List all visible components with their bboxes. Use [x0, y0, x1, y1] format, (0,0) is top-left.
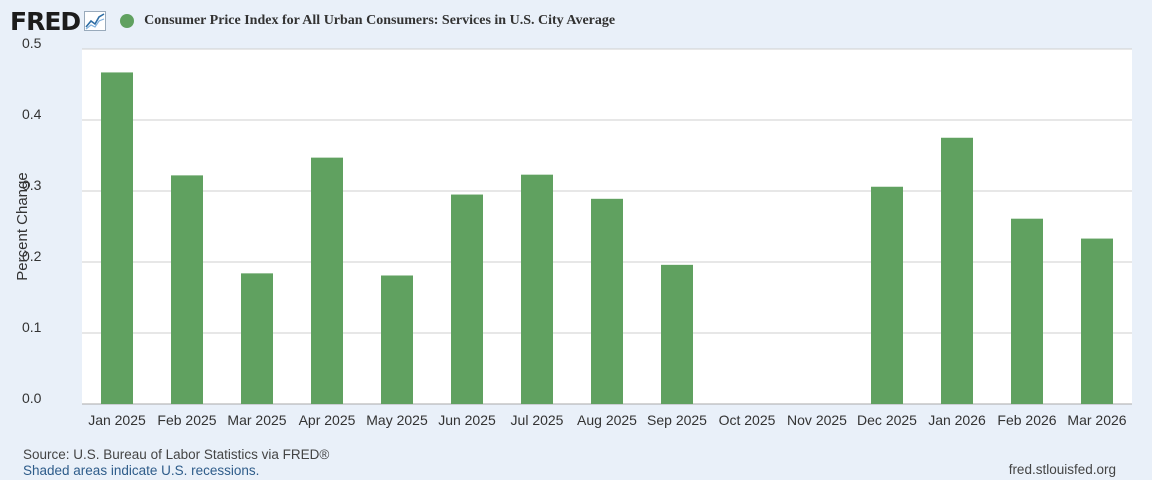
bar: [1011, 218, 1043, 404]
bar: [871, 186, 903, 404]
fred-logo[interactable]: FRED: [10, 6, 81, 36]
x-tick-label: Feb 2025: [157, 412, 216, 428]
chart-header: FRED Consumer Price Index for All Urban …: [10, 6, 615, 36]
recession-note: Shaded areas indicate U.S. recessions.: [23, 463, 260, 478]
bar: [311, 157, 343, 404]
source-note: Source: U.S. Bureau of Labor Statistics …: [23, 447, 330, 462]
x-tick-label: Jul 2025: [511, 412, 564, 428]
chart-title: Consumer Price Index for All Urban Consu…: [144, 13, 616, 28]
bar: [1081, 238, 1113, 404]
x-tick-label: Jan 2026: [928, 412, 986, 428]
x-tick-label: Sep 2025: [647, 412, 707, 428]
x-tick-label: Mar 2025: [227, 412, 286, 428]
y-tick-label: 0.2: [22, 248, 42, 264]
bar: [661, 264, 693, 404]
y-tick-label: 0.0: [22, 390, 42, 406]
x-tick-label: Feb 2026: [997, 412, 1056, 428]
trend-line-icon: [84, 11, 107, 31]
x-tick-label: Aug 2025: [577, 412, 637, 428]
bar: [941, 137, 973, 404]
bar: [171, 175, 203, 404]
y-axis-label: Percent Change: [14, 172, 31, 280]
x-tick-label: Dec 2025: [857, 412, 917, 428]
x-tick-label: Mar 2026: [1067, 412, 1126, 428]
bar: [591, 198, 623, 404]
bar: [451, 194, 483, 404]
x-tick-label: Jan 2025: [88, 412, 146, 428]
x-tick-label: Nov 2025: [787, 412, 847, 428]
fred-url[interactable]: fred.stlouisfed.org: [1008, 462, 1116, 477]
y-tick-label: 0.5: [22, 35, 42, 51]
x-tick-label: Jun 2025: [438, 412, 496, 428]
y-tick-label: 0.3: [22, 177, 42, 193]
bar-chart: 0.0 0.1 0.2 0.3 0.4 0.5 Percent Change Jan 2025…: [14, 35, 1132, 428]
bar: [521, 174, 553, 404]
x-tick-label: Apr 2025: [299, 412, 356, 428]
series-legend-marker: [120, 14, 135, 28]
x-tick-label: Oct 2025: [719, 412, 776, 428]
bar: [101, 72, 133, 405]
bar: [241, 273, 273, 404]
x-tick-label: May 2025: [366, 412, 428, 428]
y-tick-label: 0.1: [22, 319, 42, 335]
y-tick-label: 0.4: [22, 106, 42, 122]
chart-footer: Source: U.S. Bureau of Labor Statistics …: [23, 447, 329, 479]
bar: [381, 275, 413, 404]
